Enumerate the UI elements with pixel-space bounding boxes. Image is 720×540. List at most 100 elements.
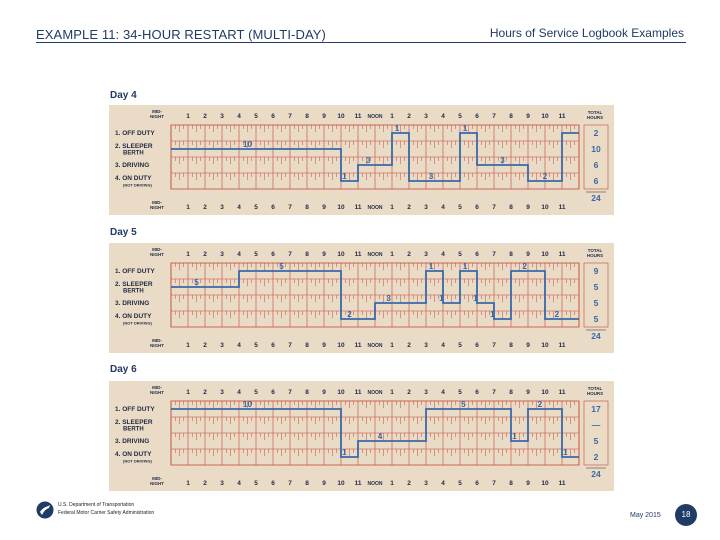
hour-number: 4	[441, 389, 445, 396]
hour-number: 2	[407, 389, 411, 396]
hour-number: 5	[458, 251, 462, 258]
hour-number: 11	[559, 251, 566, 258]
status-row-label: 4. ON DUTY	[115, 313, 152, 320]
segment-hours-label: 1	[395, 124, 400, 133]
hour-number: 2	[407, 204, 411, 211]
hour-number: 5	[458, 342, 462, 349]
midnight-label-line1: MID-	[152, 385, 162, 390]
segment-hours-label: 5	[279, 262, 284, 271]
hour-number: 1	[186, 480, 190, 487]
hour-number: 6	[271, 113, 275, 120]
segment-hours-label: 2	[347, 310, 352, 319]
hour-number: 5	[254, 204, 258, 211]
hour-number: 3	[220, 204, 224, 211]
hour-number: 7	[288, 251, 292, 258]
status-total-hours: 10	[591, 144, 601, 154]
hour-number: 5	[458, 389, 462, 396]
hour-number: 6	[475, 204, 479, 211]
status-row-label: 2. SLEEPER	[115, 419, 153, 426]
agency-line-1: U.S. Department of Transportation	[58, 502, 135, 508]
hour-number: 11	[355, 480, 362, 487]
hour-number: 2	[203, 204, 207, 211]
midnight-label-line1: MID-	[152, 338, 162, 343]
status-row-sublabel: BERTH	[123, 151, 144, 157]
segment-hours-label: 1	[342, 448, 347, 457]
status-row-label: 3. DRIVING	[115, 438, 149, 445]
segment-hours-label: 2	[538, 400, 543, 409]
totals-frame	[583, 124, 609, 190]
segment-hours-label: 2	[522, 262, 527, 271]
hour-number: 2	[203, 342, 207, 349]
segment-hours-label: 10	[243, 400, 252, 409]
hour-number: 7	[492, 251, 496, 258]
hour-number: 6	[271, 389, 275, 396]
hour-number: 5	[254, 389, 258, 396]
hour-number: 10	[337, 342, 345, 349]
hour-number: 3	[220, 113, 224, 120]
hour-number: 10	[337, 389, 345, 396]
hour-number: 5	[458, 480, 462, 487]
hour-number: 8	[509, 113, 513, 120]
total-hours-label-line1: TOTAL	[588, 248, 603, 253]
hour-number: 10	[541, 251, 549, 258]
segment-hours-label: 3	[429, 172, 434, 181]
segment-hours-label: 2	[543, 172, 548, 181]
segment-hours-label: 5	[461, 400, 466, 409]
hour-number: 8	[509, 251, 513, 258]
status-row-label: 3. DRIVING	[115, 300, 149, 307]
agency-line-2: Federal Motor Carrier Safety Administrat…	[58, 510, 155, 516]
status-row-sublabel: BERTH	[123, 427, 144, 433]
hour-number: 10	[337, 480, 345, 487]
hour-number: 3	[424, 204, 428, 211]
segment-hours-label: 10	[243, 140, 252, 149]
hour-number: 2	[407, 480, 411, 487]
agency-name: U.S. Department of Transportation Federa…	[58, 501, 154, 517]
hour-number: 1	[390, 389, 394, 396]
hour-number: 10	[541, 389, 549, 396]
day-5-label: Day 5	[110, 227, 137, 238]
hour-number: 2	[407, 113, 411, 120]
day-6-label: Day 6	[110, 364, 137, 375]
midnight-label-line2: NIGHT	[150, 390, 164, 395]
total-hours-label-line2: HOURS	[587, 391, 603, 396]
status-row-label: 1. OFF DUTY	[115, 130, 155, 137]
hour-number: 6	[271, 480, 275, 487]
hour-number: 1	[390, 251, 394, 258]
day-4-label: Day 4	[110, 90, 137, 101]
hour-number: 6	[271, 204, 275, 211]
hour-number: 10	[541, 342, 549, 349]
hour-number: 4	[441, 251, 445, 258]
hour-number: 2	[203, 389, 207, 396]
hour-number: 2	[203, 113, 207, 120]
hour-number: 8	[509, 389, 513, 396]
segment-hours-label: 1	[490, 310, 495, 319]
status-total-hours: 5	[594, 314, 599, 324]
midnight-label-line2: NIGHT	[150, 252, 164, 257]
hour-number: 3	[424, 113, 428, 120]
hour-number: 6	[475, 251, 479, 258]
hour-number: 10	[541, 113, 549, 120]
segment-hours-label: 3	[500, 156, 505, 165]
hour-number: 6	[475, 389, 479, 396]
noon-label: NOON	[368, 481, 383, 487]
hour-number: 1	[186, 113, 190, 120]
footer-date: May 2015	[630, 512, 661, 519]
hour-number: 1	[186, 389, 190, 396]
hour-number: 2	[203, 480, 207, 487]
segment-hours-label: 2	[555, 310, 560, 319]
hour-number: 7	[288, 342, 292, 349]
grand-total-hours: 24	[591, 193, 601, 203]
hour-number: 8	[305, 389, 309, 396]
hour-number: 4	[237, 204, 241, 211]
day-4-logbook-grid: MID-NIGHT 1 2 3 4 5 6 7 8 9 10 11 NOON 1 2 3 4 5 6 7 8 9 10 11M…	[109, 105, 614, 215]
status-row-label: 4. ON DUTY	[115, 451, 152, 458]
segment-hours-label: 3	[366, 156, 371, 165]
total-hours-label-line2: HOURS	[587, 115, 603, 120]
hour-number: 1	[390, 113, 394, 120]
hour-number: 2	[203, 251, 207, 258]
title-divider	[36, 42, 686, 43]
hour-number: 7	[492, 204, 496, 211]
status-row-label: 2. SLEEPER	[115, 281, 153, 288]
midnight-label-line1: MID-	[152, 109, 162, 114]
status-total-hours: 5	[594, 282, 599, 292]
